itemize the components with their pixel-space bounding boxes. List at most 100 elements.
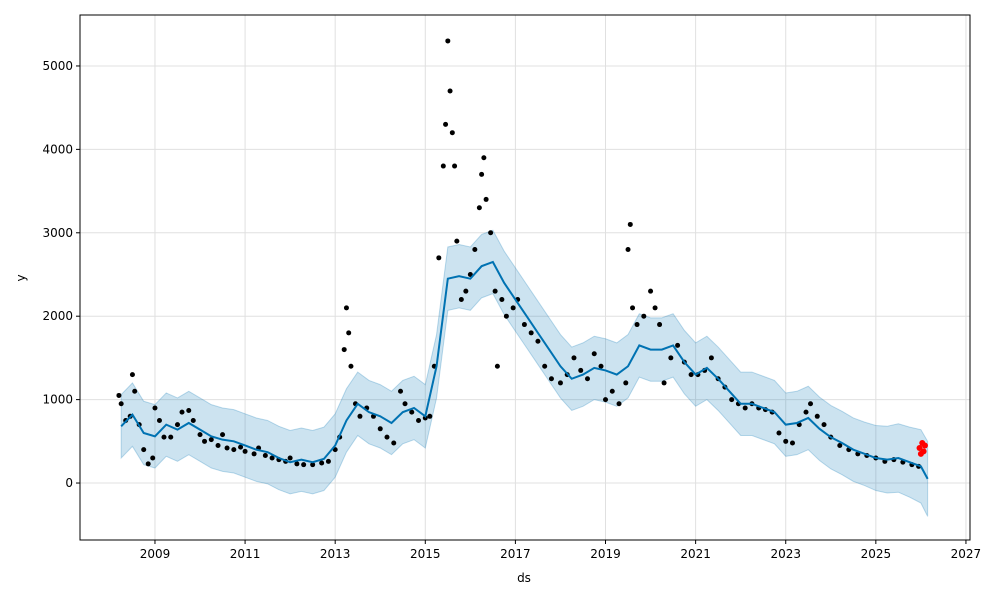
data-point xyxy=(627,221,633,227)
x-tick-label: 2017 xyxy=(500,547,531,561)
data-point xyxy=(443,121,449,127)
data-point xyxy=(535,338,541,344)
data-point xyxy=(708,355,714,361)
data-point xyxy=(783,438,789,444)
data-point xyxy=(467,271,473,277)
data-point xyxy=(630,305,636,311)
data-point xyxy=(481,155,487,161)
data-point xyxy=(821,422,827,428)
data-point xyxy=(116,392,122,398)
data-point xyxy=(445,38,451,44)
data-point xyxy=(156,417,162,423)
data-point xyxy=(301,462,307,468)
data-point xyxy=(215,442,221,448)
data-point xyxy=(789,440,795,446)
data-point xyxy=(609,388,615,394)
data-point xyxy=(479,171,485,177)
data-point xyxy=(325,458,331,464)
data-point xyxy=(591,351,597,357)
data-point xyxy=(152,405,158,411)
data-point xyxy=(208,437,214,443)
data-point xyxy=(521,322,527,328)
data-point xyxy=(141,447,147,453)
data-point xyxy=(348,363,354,369)
data-point xyxy=(625,246,631,252)
data-point xyxy=(542,363,548,369)
data-point xyxy=(269,455,275,461)
data-point xyxy=(623,380,629,386)
data-point xyxy=(494,363,500,369)
data-point xyxy=(242,448,248,454)
data-point xyxy=(150,455,156,461)
data-point xyxy=(510,305,516,311)
data-point xyxy=(447,88,453,94)
data-point xyxy=(346,330,352,336)
data-point xyxy=(202,438,208,444)
data-point xyxy=(224,445,230,451)
x-tick-label: 2015 xyxy=(410,547,441,561)
data-point xyxy=(920,448,927,455)
data-point xyxy=(287,455,293,461)
data-point xyxy=(416,417,422,423)
x-tick-label: 2025 xyxy=(861,547,892,561)
data-point xyxy=(648,288,654,294)
data-point xyxy=(488,230,494,236)
data-point xyxy=(688,372,694,378)
data-point xyxy=(384,434,390,440)
data-point xyxy=(641,313,647,319)
data-point xyxy=(319,460,325,466)
data-point xyxy=(472,246,478,252)
data-point xyxy=(492,288,498,294)
data-point xyxy=(231,447,237,453)
grid xyxy=(80,15,970,540)
data-point xyxy=(675,342,681,348)
data-point xyxy=(808,401,814,407)
data-point xyxy=(603,397,609,403)
x-tick-label: 2023 xyxy=(770,547,801,561)
data-point xyxy=(168,434,174,440)
data-point xyxy=(837,442,843,448)
data-point xyxy=(220,432,226,438)
data-point xyxy=(197,432,203,438)
x-tick-label: 2019 xyxy=(590,547,621,561)
data-point xyxy=(776,430,782,436)
x-tick-label: 2013 xyxy=(320,547,351,561)
x-axis-label: ds xyxy=(517,571,531,585)
data-point xyxy=(440,163,446,169)
data-point xyxy=(161,434,167,440)
data-point xyxy=(179,409,185,415)
data-point xyxy=(661,380,667,386)
data-point xyxy=(814,413,820,419)
data-point xyxy=(528,330,534,336)
data-point xyxy=(262,453,268,459)
data-point xyxy=(402,401,408,407)
data-point xyxy=(186,407,192,413)
y-tick-label: 4000 xyxy=(42,142,73,156)
data-point xyxy=(729,397,735,403)
data-point xyxy=(652,305,658,311)
data-point xyxy=(476,205,482,211)
data-point xyxy=(503,313,509,319)
data-point xyxy=(578,367,584,373)
data-point xyxy=(190,417,196,423)
data-point xyxy=(310,462,316,468)
data-point xyxy=(452,163,458,169)
data-point xyxy=(427,413,433,419)
x-tick-label: 2027 xyxy=(951,547,982,561)
y-axis-label: y xyxy=(14,274,28,281)
uncertainty-band xyxy=(120,229,929,517)
y-tick-label: 1000 xyxy=(42,393,73,407)
y-tick-label: 0 xyxy=(65,476,73,490)
data-point xyxy=(238,444,244,450)
data-point xyxy=(548,376,554,382)
data-point xyxy=(634,322,640,328)
data-point xyxy=(409,409,415,415)
data-point xyxy=(668,355,674,361)
data-point xyxy=(251,451,257,457)
x-tick-label: 2011 xyxy=(230,547,261,561)
data-point xyxy=(422,415,428,421)
x-tick-label: 2009 xyxy=(140,547,171,561)
data-point xyxy=(398,388,404,394)
data-point xyxy=(463,288,469,294)
